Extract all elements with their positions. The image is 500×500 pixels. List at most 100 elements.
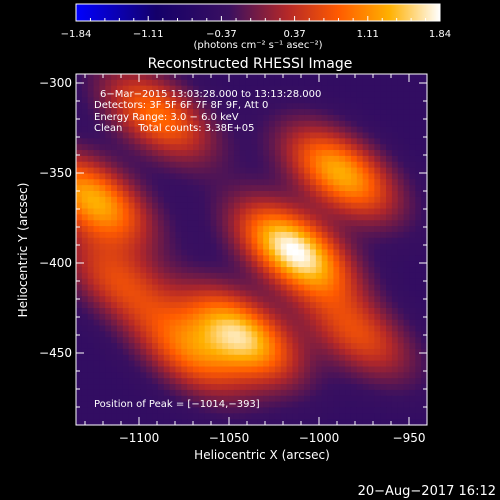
heatmap-cell [356, 150, 364, 157]
heatmap-cell [263, 308, 270, 315]
heatmap-cell [210, 354, 217, 362]
heatmap-cell [157, 109, 165, 116]
heatmap-cell [280, 144, 288, 151]
heatmap-cell [210, 196, 217, 204]
heatmap-cell [356, 196, 364, 204]
heatmap-cell [163, 214, 171, 221]
heatmap-cell [169, 179, 177, 186]
heatmap-cell [163, 237, 171, 245]
heatmap-cell [93, 237, 100, 245]
heatmap-cell [181, 243, 188, 251]
heatmap-cell [216, 284, 223, 292]
heatmap-cell [403, 401, 411, 409]
heatmap-cell [175, 231, 182, 239]
heatmap-cell [251, 337, 258, 344]
heatmap-cell [333, 144, 340, 151]
heatmap-cell [380, 231, 387, 239]
heatmap-cell [263, 138, 270, 145]
heatmap-cell [350, 337, 358, 344]
heatmap-cell [163, 337, 171, 344]
heatmap-cell [251, 272, 258, 280]
heatmap-cell [105, 378, 112, 385]
heatmap-cell [280, 179, 288, 186]
heatmap-cell [257, 220, 264, 227]
heatmap-cell [304, 378, 311, 385]
heatmap-cell [228, 343, 235, 350]
heatmap-cell [128, 325, 136, 332]
heatmap-cell [163, 202, 171, 210]
heatmap-cell [163, 261, 171, 268]
heatmap-cell [93, 126, 100, 134]
heatmap-cell [263, 179, 270, 186]
heatmap-cell [111, 261, 118, 268]
heatmap-cell [374, 419, 381, 426]
heatmap-cell [157, 366, 165, 373]
heatmap-cell [386, 220, 393, 227]
heatmap-cell [280, 302, 288, 309]
heatmap-cell [409, 366, 416, 373]
heatmap-cell [391, 208, 399, 215]
heatmap-cell [239, 220, 247, 227]
heatmap-cell [163, 196, 171, 204]
heatmap-cell [321, 384, 329, 391]
heatmap-cell [386, 132, 393, 139]
heatmap-cell [152, 185, 159, 192]
heatmap-cell [76, 290, 83, 297]
heatmap-cell [356, 255, 364, 262]
heatmap-cell [327, 249, 334, 256]
heatmap-cell [222, 208, 229, 215]
heatmap-cell [391, 226, 399, 233]
heatmap-cell [76, 255, 83, 262]
heatmap-cell [222, 360, 229, 368]
heatmap-cell [105, 114, 112, 122]
heatmap-cell [333, 91, 340, 98]
heatmap-cell [327, 348, 334, 356]
heatmap-cell [310, 185, 317, 192]
heatmap-cell [146, 389, 153, 397]
heatmap-cell [175, 167, 182, 175]
heatmap-cell [228, 220, 235, 227]
heatmap-cell [228, 378, 235, 385]
heatmap-cell [245, 120, 253, 128]
heatmap-cell [304, 226, 311, 233]
heatmap-cell [350, 161, 358, 169]
heatmap-cell [146, 85, 153, 93]
heatmap-cell [286, 155, 294, 163]
heatmap-cell [274, 384, 282, 391]
heatmap-cell [362, 173, 370, 180]
heatmap-cell [421, 389, 428, 397]
heatmap-cell [345, 173, 352, 180]
heatmap-cell [421, 91, 428, 98]
heatmap-cell [280, 354, 288, 362]
heatmap-cell [128, 243, 136, 251]
heatmap-cell [187, 261, 194, 268]
heatmap-cell [105, 85, 112, 93]
heatmap-cell [269, 179, 276, 186]
heatmap-cell [280, 103, 288, 110]
heatmap-cell [386, 337, 393, 344]
heatmap-cell [409, 395, 416, 403]
heatmap-cell [204, 103, 212, 110]
heatmap-cell [152, 214, 159, 221]
heatmap-cell [233, 313, 241, 321]
heatmap-cell [280, 290, 288, 297]
heatmap-cell [386, 150, 393, 157]
heatmap-cell [310, 97, 317, 104]
heatmap-cell [204, 337, 212, 344]
heatmap-cell [333, 272, 340, 280]
heatmap-cell [81, 360, 89, 368]
heatmap-cell [181, 389, 188, 397]
heatmap-cell [222, 173, 229, 180]
heatmap-cell [274, 91, 282, 98]
heatmap-cell [327, 114, 334, 122]
heatmap-cell [321, 202, 329, 210]
heatmap-cell [286, 413, 294, 420]
heatmap-cell [228, 138, 235, 145]
heatmap-cell [81, 354, 89, 362]
heatmap-cell [198, 167, 206, 175]
heatmap-cell [350, 237, 358, 245]
heatmap-cell [245, 401, 253, 409]
heatmap-cell [327, 302, 334, 309]
heatmap-cell [356, 372, 364, 379]
heatmap-cell [175, 372, 182, 379]
